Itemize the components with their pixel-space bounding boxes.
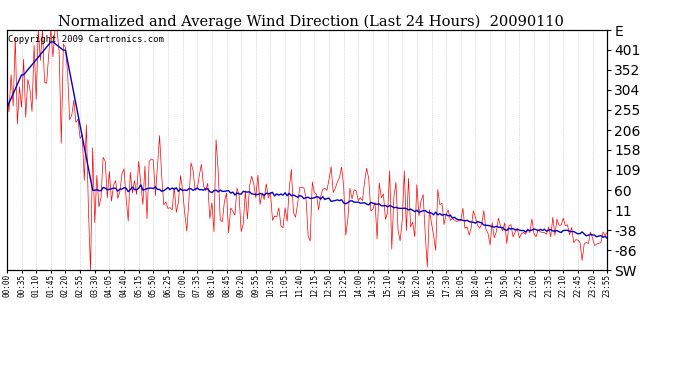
Text: Normalized and Average Wind Direction (Last 24 Hours)  20090110: Normalized and Average Wind Direction (L… (57, 15, 564, 29)
Text: Copyright 2009 Cartronics.com: Copyright 2009 Cartronics.com (8, 35, 164, 44)
